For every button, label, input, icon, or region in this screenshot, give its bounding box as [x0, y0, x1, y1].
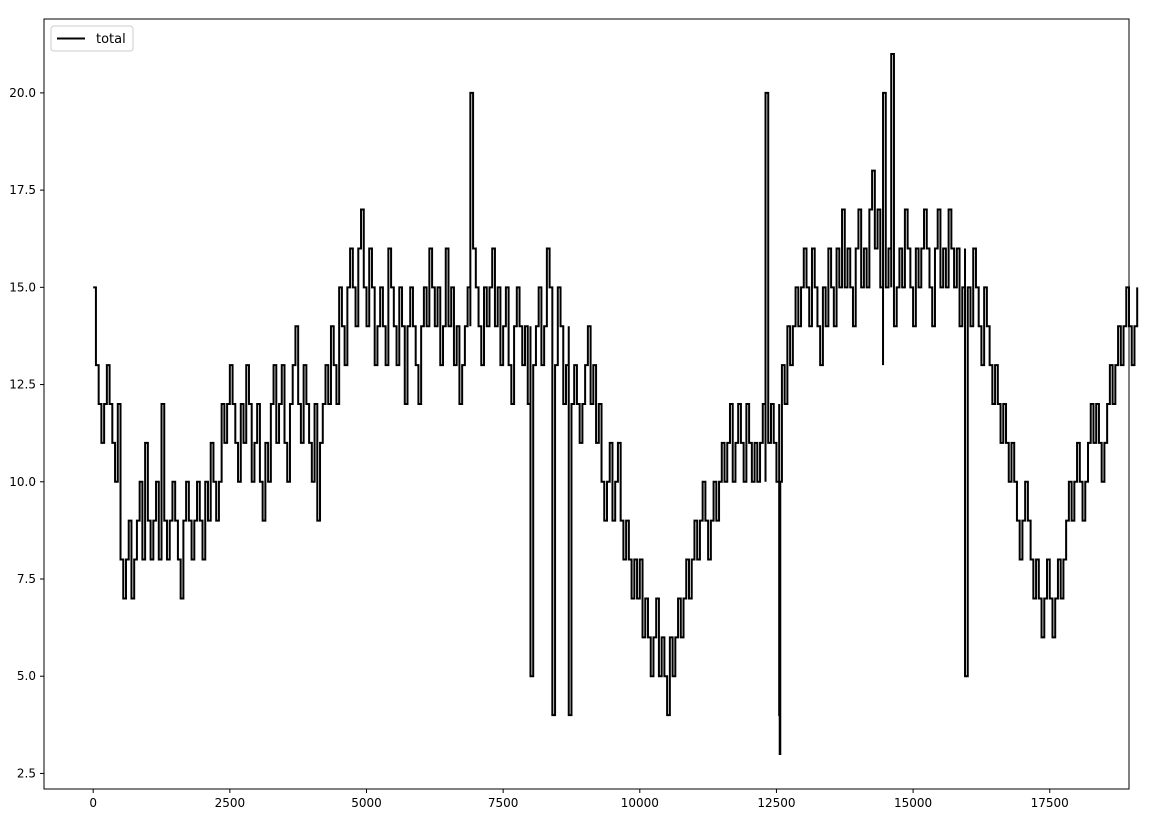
x-tick-label: 0 — [89, 796, 97, 810]
x-tick-label: 5000 — [351, 796, 382, 810]
x-tick-label: 17500 — [1031, 796, 1069, 810]
x-tick-label: 2500 — [215, 796, 246, 810]
y-tick-label: 2.5 — [17, 766, 36, 780]
x-tick-label: 15000 — [894, 796, 932, 810]
y-axis-ticks: 2.5 5.0 7.5 10.0 12.5 15.0 17.5 20.0 — [9, 86, 44, 780]
x-axis-ticks: 0 2500 5000 7500 10000 12500 15000 17500 — [89, 789, 1069, 810]
y-tick-label: 5.0 — [17, 669, 36, 683]
series-lines — [93, 53, 1139, 755]
series-line-total — [93, 53, 1139, 755]
y-tick-label: 10.0 — [9, 475, 36, 489]
y-tick-label: 12.5 — [9, 378, 36, 392]
y-tick-label: 7.5 — [17, 572, 36, 586]
axes: 0 2500 5000 7500 10000 12500 15000 17500 2.5 5.0… — [9, 18, 1139, 810]
legend-label-total: total — [96, 32, 126, 47]
x-tick-label: 7500 — [488, 796, 519, 810]
legend: total — [50, 25, 134, 52]
y-tick-label: 20.0 — [9, 86, 36, 100]
legend-box — [50, 25, 134, 52]
x-tick-label: 10000 — [621, 796, 659, 810]
axes-frame — [43, 18, 1130, 790]
x-tick-label: 12500 — [757, 796, 795, 810]
y-tick-label: 15.0 — [9, 280, 36, 294]
y-tick-label: 17.5 — [9, 183, 36, 197]
